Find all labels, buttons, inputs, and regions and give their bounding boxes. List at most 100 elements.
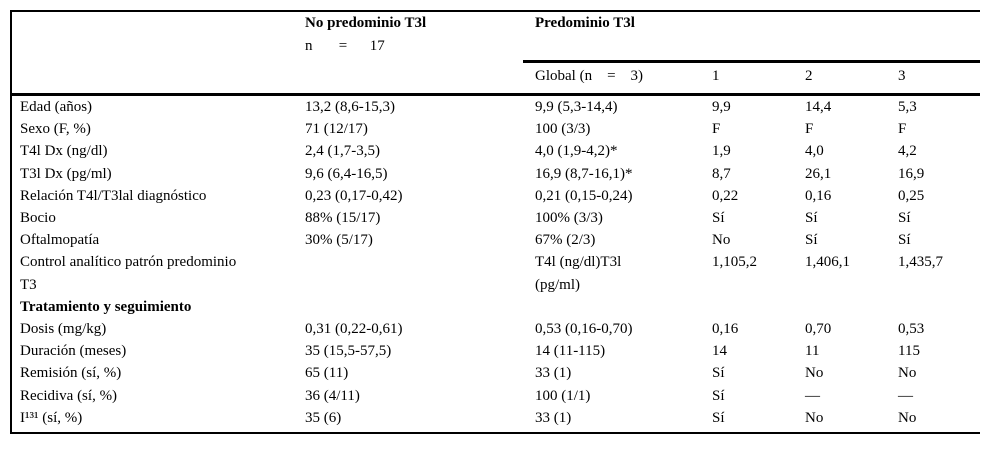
cell-case-2: 0,70 [805,321,832,338]
table-row: I¹³¹ (sí, %) 35 (6) 33 (1) Sí No No [20,407,982,429]
cell-case-1: 0,16 [712,321,739,338]
cell-case-2: F [805,121,814,138]
cell-case-1: 1,105,2 [712,254,757,271]
cell-row-label: Control analítico patrón predominio T3 [20,254,237,293]
cell-case-1: 1,9 [712,143,731,160]
subheader-case-3: 3 [898,68,906,84]
cell-case-2: Sí [805,210,818,227]
subheader-global: Global (n = 3) [535,68,644,84]
column-header-no-predominio: No predominio T3l [305,15,427,31]
cell-no-predominio: 30% (5/17) [305,232,373,249]
table-body: Edad (años) 13,2 (8,6-15,3) 9,9 (5,3-14,4)… [20,96,982,429]
cell-row-label: Sexo (F, %) [20,121,91,138]
cell-case-2: No [805,365,824,382]
cell-case-1: Sí [712,365,725,382]
table-row: Relación T4l/T3lal diagnóstico 0,23 (0,17… [20,185,982,207]
cell-case-1: Sí [712,409,725,426]
cell-case-1: Sí [712,387,725,404]
cell-no-predominio: 36 (4/11) [305,387,360,404]
cell-case-3: 115 [898,343,920,360]
table-top-rule [10,10,980,12]
cell-case-1: No [712,232,731,249]
cell-case-2: Sí [805,232,818,249]
cell-case-1: 9,9 [712,99,731,115]
cell-global: 14 (11-115) [535,343,606,360]
cell-global: 67% (2/3) [535,232,596,249]
cell-global: T4l (ng/dl)T3l (pg/ml) [535,254,622,293]
cell-row-label: Relación T4l/T3lal diagnóstico [20,187,207,204]
table-row: Edad (años) 13,2 (8,6-15,3) 9,9 (5,3-14,4)… [20,96,982,118]
cell-case-1: 14 [712,343,727,360]
cell-case-2: 11 [805,343,820,360]
cell-case-3: 5,3 [898,99,917,115]
cell-case-3: Sí [898,232,911,249]
cell-case-2: 4,0 [805,143,824,160]
table-row: Dosis (mg/kg) 0,31 (0,22-0,61) 0,53 (0,16-… [20,318,982,340]
cell-case-1: F [712,121,721,138]
cell-row-label: Recidiva (sí, %) [20,387,118,404]
cell-row-label: Edad (años) [20,99,93,115]
cell-no-predominio: 88% (15/17) [305,210,381,227]
table-row: T4l Dx (ng/dl) 2,4 (1,7-3,5) 4,0 (1,9-4,2)… [20,140,982,162]
table-left-border-rule [10,10,12,434]
cell-case-3: — [898,387,913,404]
cell-no-predominio: 0,31 (0,22-0,61) [305,321,403,338]
cell-global: 100 (3/3) [535,121,591,138]
subheader-case-1: 1 [712,68,720,84]
cell-row-label: Tratamiento y seguimiento [20,298,192,315]
table-row: Duración (meses) 35 (15,5-57,5) 14 (11-115… [20,340,982,362]
cell-case-1: 8,7 [712,165,731,182]
cell-case-2: 14,4 [805,99,832,115]
cell-case-3: 0,25 [898,187,925,204]
table-row: Control analítico patrón predominio T3 T4… [20,251,982,295]
subheader-case-2: 2 [805,68,813,84]
cell-global: 100 (1/1) [535,387,591,404]
cell-no-predominio: 0,23 (0,17-0,42) [305,187,403,204]
table-row: Recidiva (sí, %) 36 (4/11) 100 (1/1) Sí — — [20,385,982,407]
cell-row-label: Oftalmopatía [20,232,100,249]
table-bottom-rule [10,432,980,434]
cell-row-label: T3l Dx (pg/ml) [20,165,112,182]
predominio-underline-rule [523,60,980,63]
cell-case-2: 0,16 [805,187,832,204]
cell-case-3: No [898,409,917,426]
cell-row-label: Remisión (sí, %) [20,365,122,382]
cell-case-2: 26,1 [805,165,832,182]
cell-case-1: 0,22 [712,187,739,204]
cell-case-2: 1,406,1 [805,254,850,271]
header-divider-rule [10,93,980,96]
table-row: T3l Dx (pg/ml) 9,6 (6,4-16,5) 16,9 (8,7-16… [20,163,982,185]
cell-row-label: T4l Dx (ng/dl) [20,143,108,160]
cell-row-label: I¹³¹ (sí, %) [20,409,83,426]
section-row: Tratamiento y seguimiento [20,296,982,318]
cell-no-predominio: 35 (6) [305,409,342,426]
cell-row-label: Dosis (mg/kg) [20,321,107,338]
cell-global: 100% (3/3) [535,210,603,227]
cell-case-3: Sí [898,210,911,227]
cell-case-2: No [805,409,824,426]
column-header-no-predominio-n: n = 17 [305,38,385,54]
column-header-predominio: Predominio T3l [535,15,635,31]
cell-row-label: Bocio [20,210,56,227]
table-row: Remisión (sí, %) 65 (11) 33 (1) Sí No No [20,362,982,384]
cell-no-predominio: 9,6 (6,4-16,5) [305,165,388,182]
cell-global: 0,53 (0,16-0,70) [535,321,633,338]
cell-global: 9,9 (5,3-14,4) [535,99,618,115]
cell-case-3: 1,435,7 [898,254,943,271]
cell-no-predominio: 65 (11) [305,365,349,382]
cell-global: 4,0 (1,9-4,2)* [535,143,618,160]
cell-no-predominio: 13,2 (8,6-15,3) [305,99,395,115]
table-row: Sexo (F, %) 71 (12/17) 100 (3/3) F F F [20,118,982,140]
cell-no-predominio: 71 (12/17) [305,121,368,138]
cell-global: 33 (1) [535,365,572,382]
cell-global: 33 (1) [535,409,572,426]
cell-global: 0,21 (0,15-0,24) [535,187,633,204]
cell-no-predominio: 2,4 (1,7-3,5) [305,143,380,160]
cell-case-3: 0,53 [898,321,925,338]
cell-no-predominio: 35 (15,5-57,5) [305,343,392,360]
cell-case-1: Sí [712,210,725,227]
cell-case-3: F [898,121,907,138]
table-row: Bocio 88% (15/17) 100% (3/3) Sí Sí Sí [20,207,982,229]
cell-case-3: 16,9 [898,165,925,182]
